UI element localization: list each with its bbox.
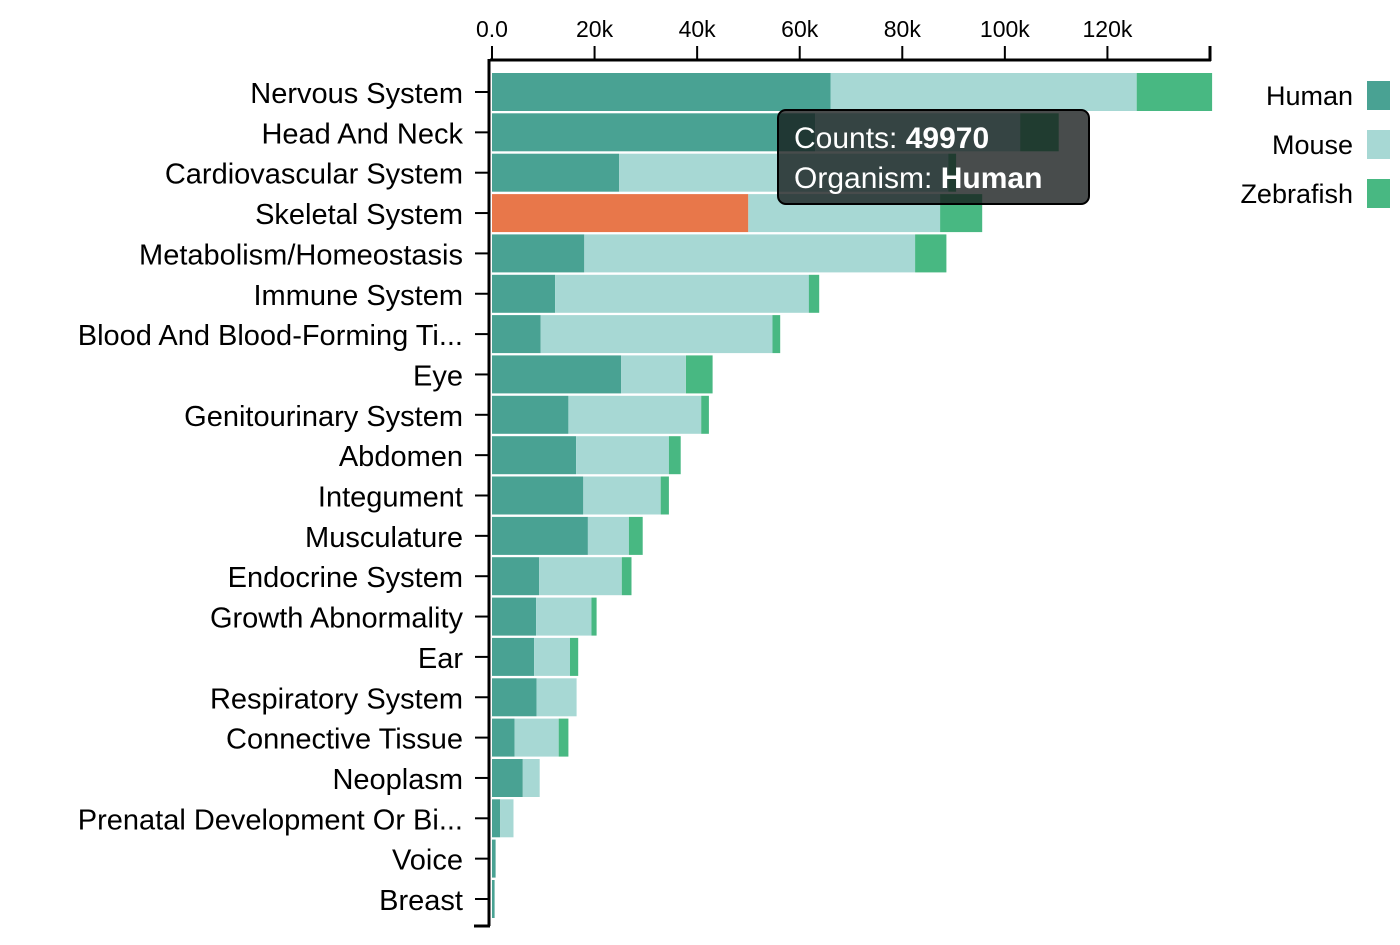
y-tick-label-connective-tissue: Connective Tissue bbox=[226, 724, 463, 756]
bar-endocrine-system-zebrafish[interactable] bbox=[621, 557, 632, 596]
x-tick-label: 80k bbox=[884, 16, 922, 42]
x-tick-label: 100k bbox=[980, 16, 1030, 42]
bar-connective-tissue-human[interactable] bbox=[492, 718, 515, 757]
bar-growth-abnormality-zebrafish[interactable] bbox=[591, 597, 597, 636]
bar-musculature-mouse[interactable] bbox=[587, 516, 629, 555]
bar-endocrine-system-human[interactable] bbox=[492, 557, 540, 596]
y-tick-label-abdomen: Abdomen bbox=[339, 441, 463, 473]
legend-swatch-human[interactable] bbox=[1367, 81, 1390, 110]
tooltip-organism-line: Organism: Human bbox=[794, 159, 1088, 199]
y-tick-label-genitourinary-system: Genitourinary System bbox=[184, 401, 463, 433]
bar-eye-human[interactable] bbox=[492, 355, 622, 394]
bar-nervous-system-human[interactable] bbox=[492, 73, 831, 111]
y-tick-label-head-and-neck: Head And Neck bbox=[261, 118, 463, 150]
legend-label-zebrafish: Zebrafish bbox=[1240, 179, 1353, 209]
bar-endocrine-system-mouse[interactable] bbox=[539, 557, 622, 596]
y-tick-label-cardiovascular-system: Cardiovascular System bbox=[165, 159, 463, 191]
legend: Human Mouse Zebrafish bbox=[1240, 81, 1390, 209]
tooltip-organism-label: Organism: bbox=[794, 162, 933, 195]
y-tick-label-musculature: Musculature bbox=[305, 522, 463, 554]
bar-growth-abnormality-human[interactable] bbox=[492, 597, 537, 636]
bar-integument-mouse[interactable] bbox=[583, 476, 661, 515]
bar-cardiovascular-system-human[interactable] bbox=[492, 153, 620, 192]
bar-prenatal-development-or-bi-human[interactable] bbox=[492, 799, 501, 838]
bar-ear-zebrafish[interactable] bbox=[570, 637, 579, 676]
bar-metabolism-homeostasis-mouse[interactable] bbox=[584, 234, 916, 273]
y-tick-label-neoplasm: Neoplasm bbox=[332, 764, 463, 796]
legend-swatch-zebrafish[interactable] bbox=[1367, 179, 1390, 208]
y-tick-label-ear: Ear bbox=[418, 643, 463, 675]
bar-head-and-neck-human[interactable] bbox=[492, 113, 816, 152]
bar-immune-system-zebrafish[interactable] bbox=[808, 274, 820, 313]
bar-ear-mouse[interactable] bbox=[534, 637, 570, 676]
bar-eye-zebrafish[interactable] bbox=[685, 355, 713, 394]
bar-respiratory-system-human[interactable] bbox=[492, 678, 537, 717]
x-tick-label: 60k bbox=[781, 16, 819, 42]
bar-genitourinary-system-human[interactable] bbox=[492, 395, 569, 434]
tooltip-counts-label: Counts: bbox=[794, 122, 898, 155]
bar-eye-mouse[interactable] bbox=[621, 355, 686, 394]
bar-respiratory-system-mouse[interactable] bbox=[536, 678, 577, 717]
bar-skeletal-system-human[interactable] bbox=[492, 194, 749, 233]
tooltip-counts-line: Counts: 49970 bbox=[794, 119, 1088, 159]
y-tick-label-voice: Voice bbox=[392, 845, 463, 877]
y-tick-label-skeletal-system: Skeletal System bbox=[255, 199, 463, 231]
bar-connective-tissue-mouse[interactable] bbox=[514, 718, 559, 757]
y-tick-label-nervous-system: Nervous System bbox=[250, 78, 463, 110]
bar-immune-system-mouse[interactable] bbox=[555, 274, 809, 313]
y-tick-label-respiratory-system: Respiratory System bbox=[210, 683, 463, 715]
tooltip: Counts: 49970 Organism: Human bbox=[777, 109, 1090, 205]
bar-blood-and-blood-forming-ti-human[interactable] bbox=[492, 315, 541, 354]
bar-voice-human[interactable] bbox=[492, 839, 496, 878]
bar-immune-system-human[interactable] bbox=[492, 274, 556, 313]
bar-metabolism-homeostasis-human[interactable] bbox=[492, 234, 585, 273]
y-tick-label-growth-abnormality: Growth Abnormality bbox=[210, 603, 464, 635]
y-tick-label-breast: Breast bbox=[379, 885, 463, 917]
x-tick-label: 120k bbox=[1082, 16, 1132, 42]
bar-genitourinary-system-zebrafish[interactable] bbox=[701, 395, 709, 434]
bar-abdomen-mouse[interactable] bbox=[576, 436, 669, 475]
bar-genitourinary-system-mouse[interactable] bbox=[568, 395, 702, 434]
x-tick-label: 40k bbox=[679, 16, 717, 42]
x-tick-label: 0.0 bbox=[476, 16, 508, 42]
y-tick-label-endocrine-system: Endocrine System bbox=[228, 562, 463, 594]
bar-breast-human[interactable] bbox=[492, 880, 495, 918]
bar-blood-and-blood-forming-ti-mouse[interactable] bbox=[540, 315, 773, 354]
bar-nervous-system-mouse[interactable] bbox=[830, 73, 1137, 111]
legend-label-mouse: Mouse bbox=[1272, 130, 1353, 160]
y-tick-label-immune-system: Immune System bbox=[254, 280, 464, 312]
y-tick-label-prenatal-development-or-bi: Prenatal Development Or Bi... bbox=[78, 804, 463, 836]
bar-prenatal-development-or-bi-mouse[interactable] bbox=[500, 799, 514, 838]
bar-integument-zebrafish[interactable] bbox=[660, 476, 669, 515]
bar-musculature-human[interactable] bbox=[492, 516, 588, 555]
bar-abdomen-zebrafish[interactable] bbox=[668, 436, 681, 475]
legend-swatch-mouse[interactable] bbox=[1367, 130, 1390, 159]
bar-neoplasm-human[interactable] bbox=[492, 759, 523, 797]
y-tick-label-eye: Eye bbox=[413, 360, 463, 392]
bar-neoplasm-mouse[interactable] bbox=[522, 759, 540, 797]
bar-growth-abnormality-mouse[interactable] bbox=[536, 597, 592, 636]
bar-nervous-system-zebrafish[interactable] bbox=[1136, 73, 1213, 111]
y-tick-label-blood-and-blood-forming-ti: Blood And Blood-Forming Ti... bbox=[78, 320, 463, 352]
bar-integument-human[interactable] bbox=[492, 476, 584, 515]
tooltip-counts-value: 49970 bbox=[905, 122, 990, 155]
tooltip-organism-value: Human bbox=[940, 162, 1043, 195]
y-tick-label-metabolism-homeostasis: Metabolism/Homeostasis bbox=[139, 239, 463, 271]
legend-label-human: Human bbox=[1266, 81, 1353, 111]
bar-metabolism-homeostasis-zebrafish[interactable] bbox=[915, 234, 947, 273]
x-tick-label: 20k bbox=[576, 16, 614, 42]
y-tick-label-integument: Integument bbox=[318, 482, 463, 514]
bar-connective-tissue-zebrafish[interactable] bbox=[558, 718, 569, 757]
x-axis: 0.0 20k 40k 60k 80k 100k 120k bbox=[476, 16, 1212, 62]
bar-musculature-zebrafish[interactable] bbox=[628, 516, 643, 555]
bar-abdomen-human[interactable] bbox=[492, 436, 577, 475]
bar-ear-human[interactable] bbox=[492, 637, 535, 676]
y-axis: Nervous System Head And Neck Cardiovascula… bbox=[78, 59, 491, 928]
bar-blood-and-blood-forming-ti-zebrafish[interactable] bbox=[772, 315, 781, 354]
